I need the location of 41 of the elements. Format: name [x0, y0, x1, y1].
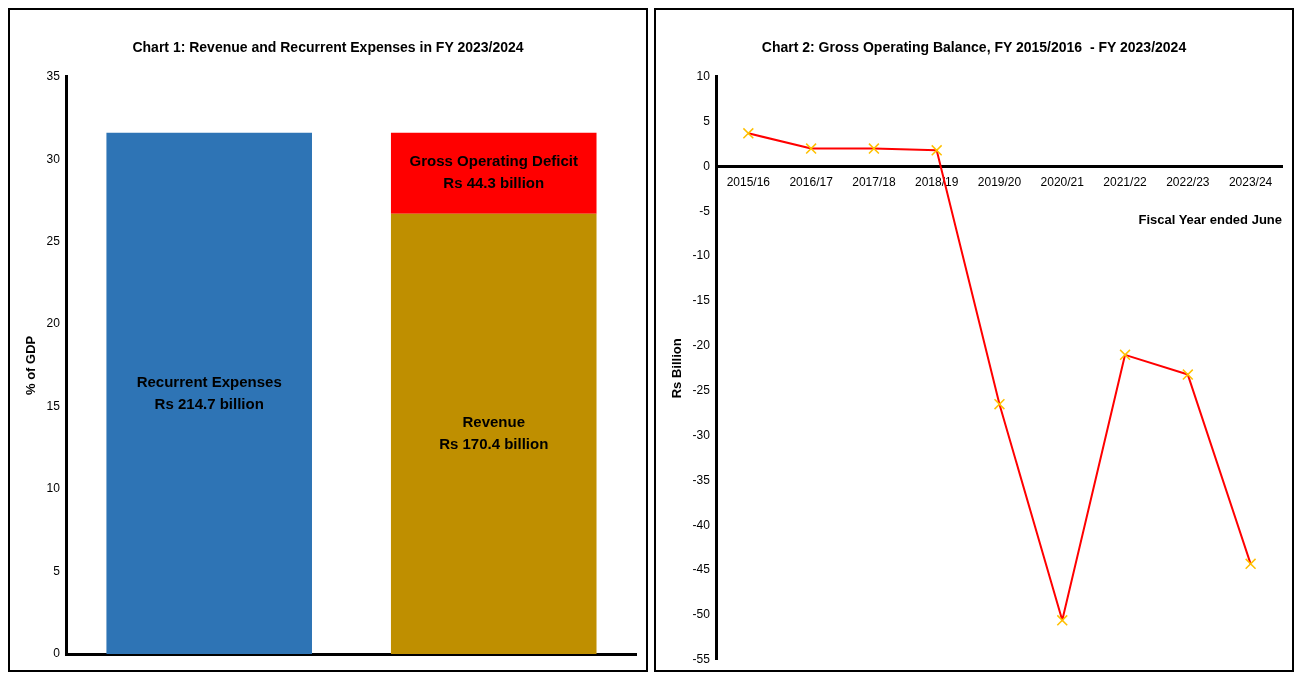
y-tick-label: -5	[699, 203, 711, 218]
y-axis-title: Rs Billion	[669, 338, 685, 399]
y-tick-label: -20	[692, 338, 711, 353]
y-tick-label: 5	[53, 563, 61, 578]
data-label: Rs 170.4 billion	[439, 434, 549, 452]
chart-title: Chart 2: Gross Operating Balance, FY 2015/2016 - FY 2023/2024	[761, 39, 1187, 56]
series-label: Recurrent Expenses	[136, 372, 282, 390]
data-label: Rs 44.3 billion	[443, 174, 545, 192]
y-tick-label: 20	[46, 316, 61, 331]
x-tick-label: 2015/16	[726, 175, 771, 189]
y-tick-label: 10	[46, 481, 61, 496]
y-tick-label: 35	[46, 69, 61, 84]
y-tick-label: 5	[703, 113, 711, 128]
x-tick-label: 2020/21	[1040, 175, 1085, 189]
y-tick-label: -25	[692, 383, 711, 398]
data-label: Rs 214.7 billion	[154, 394, 264, 412]
x-tick-label: 2023/24	[1228, 175, 1273, 189]
y-tick-label: -10	[692, 248, 711, 263]
series-label: Revenue	[462, 412, 525, 430]
y-axis-title: % of GDP	[23, 335, 39, 396]
y-tick-label: -35	[692, 472, 711, 487]
chart-title: Chart 1: Revenue and Recurrent Expenses in FY 2023/2024	[132, 39, 524, 56]
x-axis-title: Fiscal Year ended June	[1138, 212, 1282, 228]
x-tick-label: 2019/20	[977, 175, 1022, 189]
x-tick-label: 2022/23	[1166, 175, 1210, 189]
y-tick-label: -50	[692, 607, 711, 622]
y-tick-label: 25	[46, 234, 61, 249]
x-tick-label: 2021/22	[1103, 175, 1148, 189]
y-tick-label: 10	[696, 69, 711, 84]
y-tick-label: 0	[703, 158, 711, 173]
x-tick-label: 2017/18	[852, 175, 896, 189]
y-tick-label: -40	[692, 517, 711, 532]
y-tick-label: 30	[46, 151, 61, 166]
y-tick-label: -30	[692, 427, 711, 442]
y-tick-label: 0	[53, 646, 61, 661]
y-tick-label: -55	[692, 652, 711, 667]
y-tick-label: -15	[692, 293, 711, 308]
x-tick-label: 2016/17	[789, 175, 834, 189]
y-tick-label: -45	[692, 562, 711, 577]
series-label: Gross Operating Deficit	[409, 152, 578, 170]
y-tick-label: 15	[46, 398, 61, 413]
